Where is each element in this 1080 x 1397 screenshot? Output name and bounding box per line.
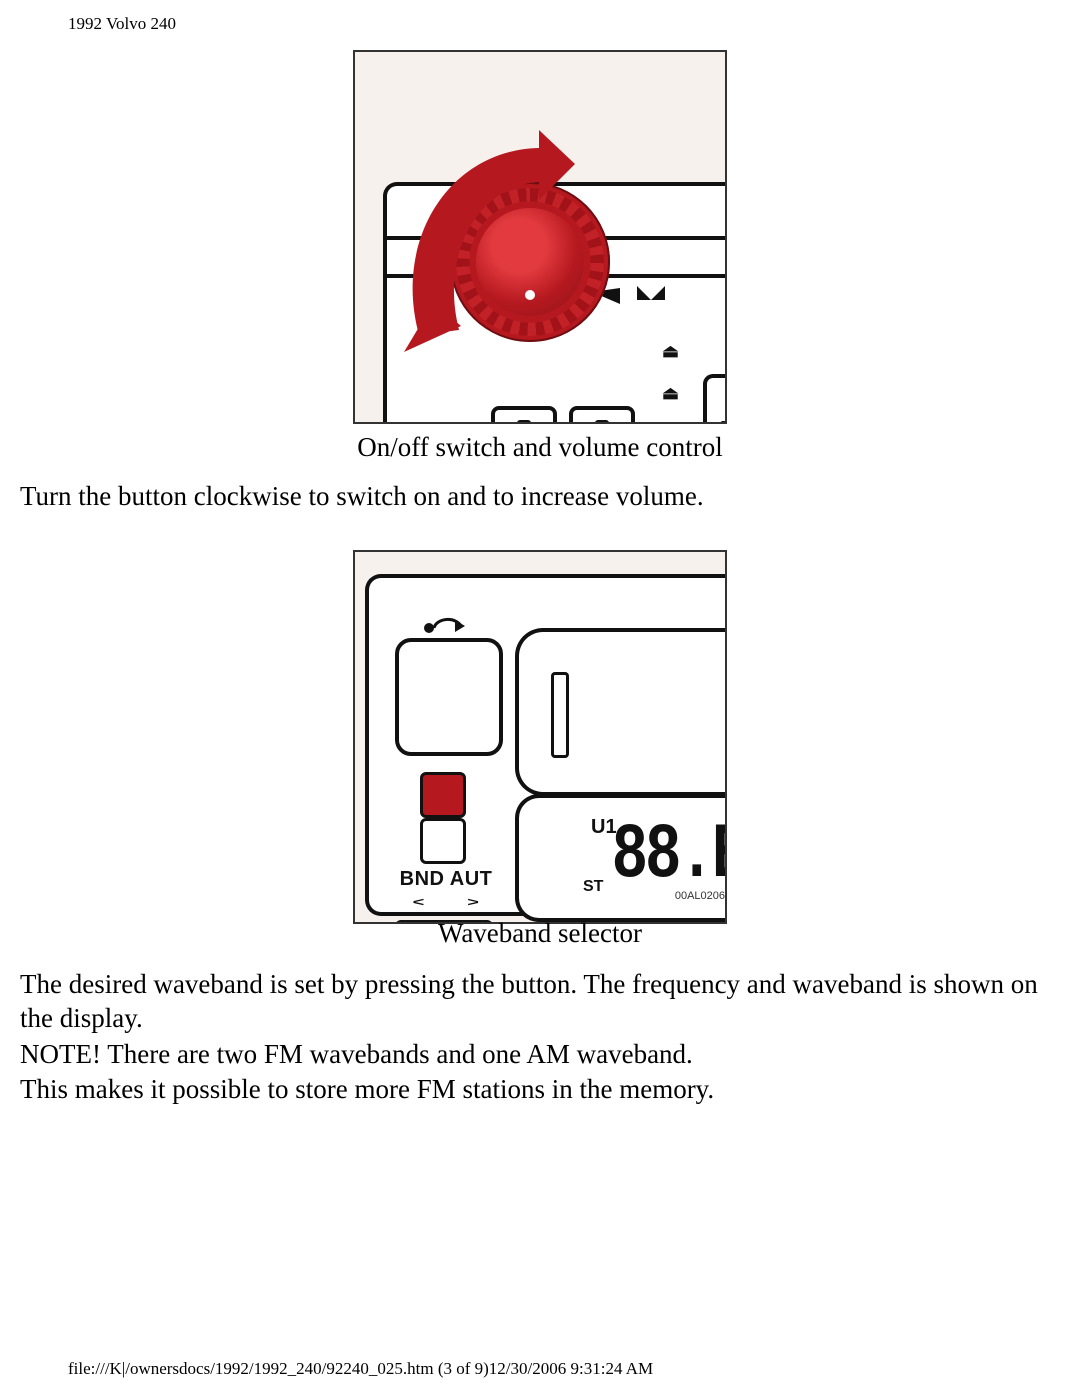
cassette-eject-button	[395, 638, 503, 756]
figure-1-container: ⏏ ⏏ VOLVO TD-613 BND	[0, 0, 1080, 429]
diagram-code: 00AL0206	[675, 890, 725, 902]
balance-icon	[637, 286, 665, 300]
bnd-button-highlighted	[420, 772, 466, 818]
cassette-side-a-icon: ⏏	[662, 342, 679, 360]
preset-button-2	[569, 406, 635, 424]
seek-left-icon: <	[413, 896, 425, 910]
paragraph-2b: NOTE! There are two FM wavebands and one…	[20, 1038, 1060, 1072]
seek-right-icon: >	[467, 896, 479, 910]
figure-2-caption: Waveband selector	[0, 918, 1080, 949]
paragraph-2-block: The desired waveband is set by pressing …	[0, 968, 1080, 1107]
frequency-readout: 88.E	[611, 812, 727, 900]
aut-button	[420, 818, 466, 864]
figure-1-caption: On/off switch and volume control	[0, 432, 1080, 463]
radio-display: U1 ST 88.E	[515, 794, 727, 922]
rotate-arrow-icon	[389, 130, 579, 360]
paragraph-2a: The desired waveband is set by pressing …	[20, 968, 1060, 1036]
paragraph-2c: This makes it possible to store more FM …	[20, 1073, 1060, 1107]
bnd-button: BND	[703, 374, 727, 424]
stereo-indicator: ST	[583, 878, 603, 896]
radio-panel-outline-2: BND AUT < > U1 ST 88.E 00AL0206	[365, 574, 727, 916]
waveband-selector-diagram: BND AUT < > U1 ST 88.E 00AL0206	[353, 550, 727, 924]
figure-2-container: BND AUT < > U1 ST 88.E 00AL0206	[0, 520, 1080, 929]
bnd-aut-label: BND AUT < >	[395, 868, 497, 914]
page-footer: file:///K|/ownersdocs/1992/1992_240/9224…	[68, 1359, 653, 1379]
bnd-aut-button-group: BND AUT < >	[395, 772, 497, 924]
preset-button-1	[491, 406, 557, 424]
bnd-aut-text: BND AUT	[400, 868, 493, 890]
cassette-slot	[515, 628, 727, 796]
bnd-label: BND	[720, 415, 727, 424]
paragraph-1: Turn the button clockwise to switch on a…	[20, 480, 1060, 514]
document-page: 1992 Volvo 240 ⏏ ⏏ VOLVO TD-613 BND	[0, 0, 1080, 1397]
cassette-side-b-icon: ⏏	[662, 384, 679, 402]
eject-rotate-icon	[421, 614, 465, 636]
volume-knob-diagram: ⏏ ⏏ VOLVO TD-613 BND	[353, 50, 727, 424]
